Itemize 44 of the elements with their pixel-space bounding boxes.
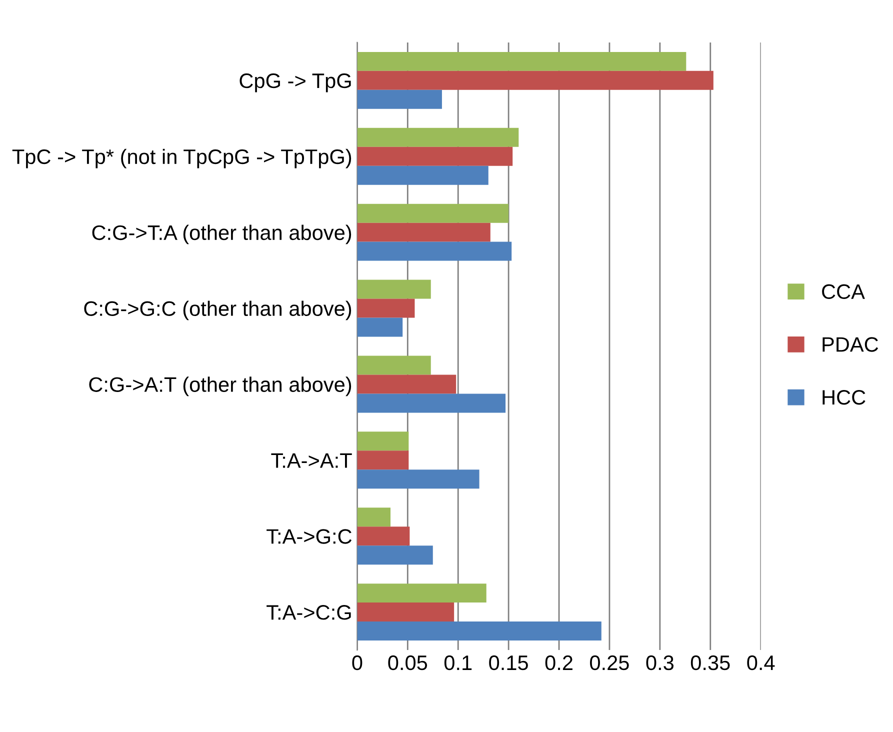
bar [357, 602, 454, 622]
y-tick-label: C:G->G:C (other than above) [84, 300, 352, 320]
x-tick-label: 0.35 [690, 655, 730, 670]
legend-label: CCA [822, 284, 865, 300]
bar [357, 204, 509, 223]
bar [357, 298, 415, 318]
x-tick-label: 0.3 [646, 655, 674, 670]
x-tick-label: 0.2 [545, 655, 572, 670]
x-tick-label: 0 [352, 655, 362, 670]
bar [357, 280, 431, 299]
y-tick-label: C:G->T:A (other than above) [92, 224, 352, 244]
bar [357, 52, 686, 71]
bar [357, 356, 431, 375]
bar [357, 546, 433, 565]
bar [357, 432, 409, 451]
bar [357, 508, 390, 527]
y-tick-label: TpC -> Tp* (not in TpCpG -> TpTpG) [12, 148, 352, 168]
bar [357, 90, 442, 109]
bar [357, 70, 714, 90]
legend-label: HCC [822, 390, 866, 405]
x-tick-label: 0.4 [747, 655, 775, 670]
bar [357, 450, 409, 470]
legend-label: PDAC [822, 337, 878, 352]
bar [357, 242, 512, 261]
y-tick-label: T:A->A:T [271, 453, 352, 468]
x-tick-label: 0.1 [444, 655, 472, 670]
bar [357, 584, 486, 603]
y-tick-label: C:G->A:T (other than above) [89, 376, 352, 396]
bar [357, 318, 403, 337]
bar [357, 622, 602, 641]
bar [357, 394, 506, 413]
x-tick-label: 0.15 [489, 655, 528, 670]
y-tick-label: CpG -> TpG [240, 73, 351, 92]
bar [357, 166, 488, 185]
y-tick-label: T:A->C:G [266, 605, 351, 620]
bar [357, 526, 410, 546]
bar [357, 470, 480, 489]
x-tick-label: 0.05 [388, 655, 428, 670]
bar [357, 128, 519, 147]
y-tick-label: T:A->G:C [266, 529, 352, 544]
x-tick-label: 0.25 [590, 655, 629, 670]
bar [357, 146, 513, 166]
bar [357, 222, 490, 242]
bar [357, 374, 456, 394]
